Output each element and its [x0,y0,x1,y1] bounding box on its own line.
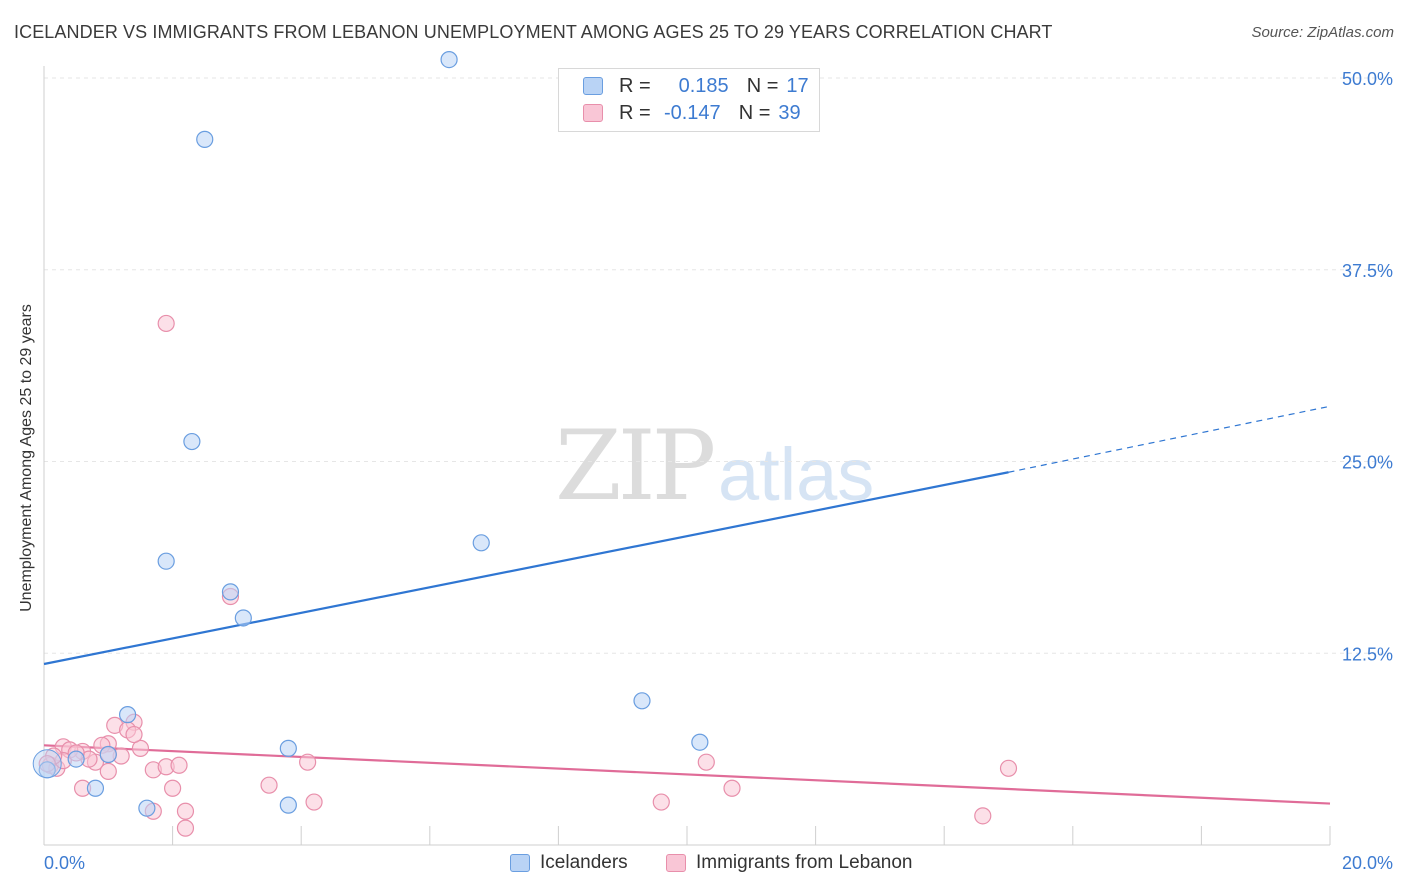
blue-swatch-icon [583,77,603,95]
icelander-point [157,552,175,570]
lebanon-point [305,793,323,811]
axes [43,66,1331,846]
x-tick-label: 20.0% [1342,853,1393,873]
icelander-point [221,583,240,601]
data-points [32,50,1018,837]
n-label: N = [738,101,771,124]
lebanon-point [164,779,182,797]
x-tick-label: 0.0% [44,853,85,873]
icelander-point [99,745,117,764]
legend-item-icelanders: Icelanders [510,852,628,874]
n-label: N = [746,74,779,97]
icelander-point [86,779,105,797]
icelander-point [118,706,137,724]
icelander-point [138,799,156,817]
legend-label: Icelanders [540,852,628,873]
icelander-point [279,739,297,757]
y-tick-label: 12.5% [1342,644,1393,664]
y-tick-label: 25.0% [1342,453,1393,473]
r-value: 0.185 [678,74,729,97]
tick-labels: 12.5% 25.0% 37.5% 50.0% 0.0% 20.0% [44,69,1393,873]
y-tick-label: 37.5% [1342,261,1393,281]
lebanon-point [260,776,278,794]
n-value: 39 [778,101,801,124]
r-label: R = [619,74,651,97]
stats-legend: R = 0.185 N = 17 R = -0.147 N = 39 [558,68,820,132]
y-tick-label: 50.0% [1342,69,1393,89]
icelander-point [183,432,201,451]
trend-lines [43,405,1331,805]
watermark-atlas: atlas [718,433,875,516]
legend-row-lebanon: R = -0.147 N = 39 [583,101,801,125]
lebanon-point [131,739,150,757]
pink-swatch-icon [583,104,603,122]
lebanon-point [723,779,741,797]
icelander-point [196,130,214,148]
lebanon-trend-line [43,744,1331,805]
source-credit: Source: ZipAtlas.com [1251,24,1394,41]
r-label: R = [619,101,651,124]
gridlines [44,77,1390,654]
icelander-point [633,692,651,710]
icelander-point [234,609,252,627]
icelander-point [472,534,490,552]
watermark-zip: ZIP [555,410,716,522]
lebanon-point [299,753,317,771]
icelander-point [691,733,709,751]
n-value: 17 [786,74,809,97]
lebanon-point [125,725,143,744]
icelander-point [440,50,458,69]
icelander-point [279,796,297,814]
icelander-cluster-point [32,749,62,779]
r-value: -0.147 [663,101,721,124]
lebanon-point [176,819,195,837]
lebanon-point [157,314,175,333]
legend-item-lebanon: Immigrants from Lebanon [666,852,913,874]
lebanon-point [176,802,195,820]
icelanders-trend-line [43,471,1009,666]
lebanon-point [999,759,1018,777]
lebanon-point [99,762,117,780]
lebanon-point [170,756,188,774]
icelander-point [67,750,85,768]
legend-label: Immigrants from Lebanon [696,852,913,873]
pink-swatch-icon [666,854,686,872]
lebanon-point [652,793,670,811]
chart-title: ICELANDER VS IMMIGRANTS FROM LEBANON UNE… [14,22,1053,42]
lebanon-point [697,753,715,771]
blue-swatch-icon [510,854,530,872]
icelanders-trend-extension [1008,405,1331,473]
legend-row-icelanders: R = 0.185 N = 17 [583,74,809,98]
lebanon-point [974,807,992,825]
